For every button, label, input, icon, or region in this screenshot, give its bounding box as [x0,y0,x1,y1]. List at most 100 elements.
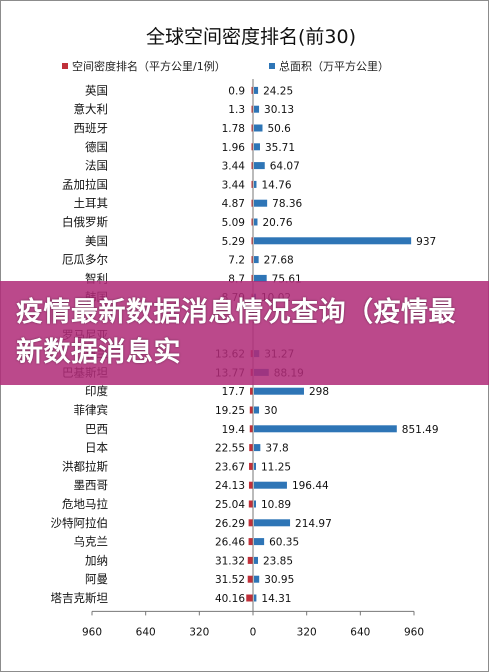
data-label-area: 196.44 [292,480,329,492]
bar-density [248,500,253,508]
bar-area [254,86,259,94]
category-label: 意大利 [74,102,109,116]
data-label-area: 10.89 [261,499,291,511]
x-tick-label: 320 [189,626,209,638]
data-label-density: 24.13 [215,480,245,492]
data-label-density: 3.44 [222,161,246,173]
data-label-area: 14.31 [261,593,291,605]
x-tick-label: 0 [250,626,257,638]
headline-text: 疫情最新数据消息情况查询（疫情最新数据消息实 [16,297,456,368]
data-label-area: 30.13 [264,104,294,116]
bar-area [254,105,260,113]
data-label-area: 937 [416,236,436,248]
bar-density [251,86,253,94]
data-label-area: 64.07 [270,161,300,173]
category-label: 巴西 [85,422,108,436]
data-label-area: 78.36 [272,198,302,210]
data-label-area: 11.25 [261,461,291,473]
x-tick-label: 320 [297,626,317,638]
bar-area [254,387,304,395]
bar-density [248,519,253,527]
data-label-density: 19.25 [215,405,245,417]
bar-density [248,481,253,489]
data-label-area: 214.97 [295,518,332,530]
bar-area [254,500,256,508]
bar-density [249,462,253,470]
bar-density [251,124,253,132]
bar-density [251,256,253,264]
bar-density [251,237,253,245]
plot-area: 英国 0.9 24.25 意大利 1.3 30.13 西班牙 1.78 50.6 德国 1.96 35… [51,79,439,638]
category-label: 菲律宾 [74,403,109,417]
bar-area [254,594,257,602]
x-tick-label: 960 [404,626,424,638]
category-label: 阿曼 [85,572,108,586]
bar-density [246,594,253,602]
data-label-density: 1.78 [222,123,245,135]
category-label: 孟加拉国 [62,177,108,191]
x-tick-label: 960 [82,626,102,638]
bar-area [254,444,261,452]
bar-density [247,556,253,564]
data-label-area: 851.49 [402,424,439,436]
data-label-area: 14.76 [261,179,291,191]
bar-density [247,575,253,583]
data-label-density: 0.9 [228,85,245,97]
data-label-density: 19.4 [222,424,246,436]
data-label-area: 37.8 [265,443,288,455]
category-label: 墨西哥 [74,478,109,492]
category-label: 英国 [85,83,108,97]
data-label-density: 25.04 [215,499,245,511]
bar-density [251,143,253,151]
bar-density [248,538,253,546]
data-label-area: 298 [309,386,329,398]
bar-area [254,575,260,583]
data-label-density: 22.55 [215,443,245,455]
bar-area [254,218,258,226]
legend: 空间密度排名（平方公里/1例） 总面积（万平方公里） [62,59,389,73]
data-label-area: 24.25 [263,85,293,97]
bar-area [254,256,259,264]
category-label: 乌克兰 [74,535,109,549]
category-label: 法国 [85,159,108,173]
data-label-area: 30.95 [264,574,294,586]
bar-density [249,406,253,414]
data-label-density: 23.67 [215,461,245,473]
data-label-density: 40.16 [215,593,245,605]
data-label-density: 17.7 [222,386,245,398]
data-label-density: 3.44 [222,179,246,191]
data-label-area: 50.6 [267,123,291,135]
category-label: 日本 [85,441,108,455]
bar-density [251,199,253,207]
category-label: 印度 [85,384,108,398]
bar-area [254,481,287,489]
category-label: 厄瓜多尔 [62,253,108,267]
data-label-density: 4.87 [222,198,245,210]
data-label-density: 5.09 [222,217,245,229]
category-label: 西班牙 [74,121,109,135]
data-label-density: 31.52 [215,574,245,586]
category-label: 加纳 [85,553,108,567]
bar-density [251,180,253,188]
bar-area [254,124,263,132]
data-label-density: 26.29 [215,518,245,530]
data-label-density: 5.29 [222,236,245,248]
category-label: 洪都拉斯 [62,459,108,473]
data-label-area: 60.35 [269,537,299,549]
category-label: 沙特阿拉伯 [51,516,109,530]
headline-banner: 疫情最新数据消息情况查询（疫情最新数据消息实 [0,281,489,385]
x-tick-label: 640 [350,626,370,638]
category-label: 塔吉克斯坦 [51,591,109,605]
legend-label-area: 总面积（万平方公里） [279,59,389,73]
bar-density [250,387,253,395]
x-tick-label: 640 [136,626,156,638]
category-label: 白俄罗斯 [62,215,108,229]
bar-density [249,425,253,433]
legend-swatch-area [269,63,275,69]
category-label: 危地马拉 [62,497,108,511]
bar-area [254,237,412,245]
chart-title: 全球空间密度排名(前30) [146,26,356,48]
bar-area [254,538,265,546]
bar-area [254,425,397,433]
data-label-area: 35.71 [265,142,295,154]
